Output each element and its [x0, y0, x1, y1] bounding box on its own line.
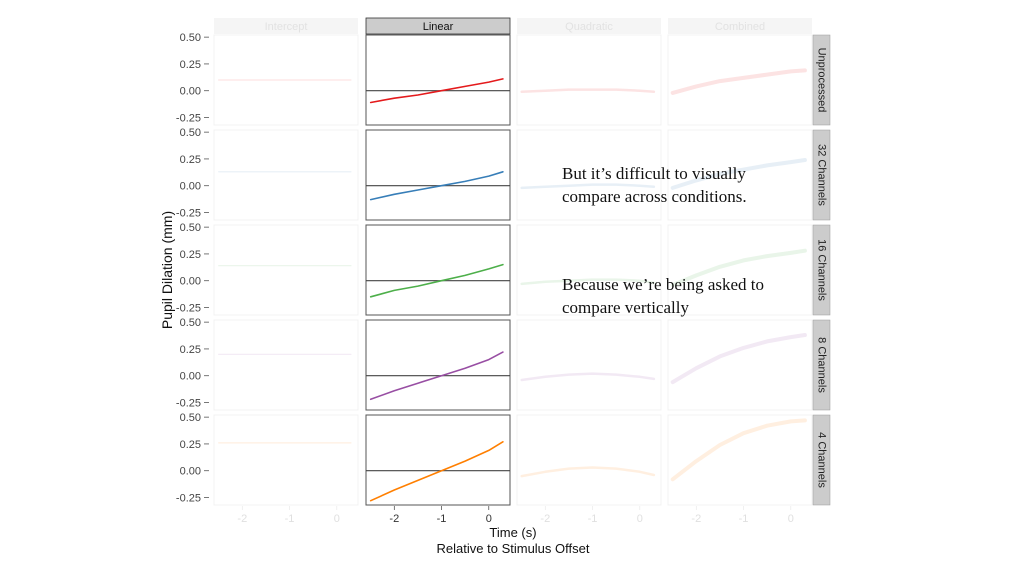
strip-label-quadratic: Quadratic: [565, 21, 613, 33]
series-unprocessed-combined: [670, 68, 807, 95]
x-tick-label-intercept-0: -2: [237, 513, 247, 525]
strip-combined: [668, 18, 812, 34]
y-tick-label-8-channels-0: 0.50: [180, 317, 201, 329]
panel-8-channels-linear: [365, 319, 511, 411]
row-strip-16-channels: [812, 224, 831, 316]
x-tick-label-intercept-1: -1: [285, 513, 295, 525]
panel-16-channels-linear: [365, 224, 511, 316]
y-tick-label-32-channels-0: 0.50: [180, 127, 201, 139]
panel-8-channels-intercept: [213, 319, 359, 411]
strip-intercept: [214, 18, 358, 34]
x-tick-label-quadratic-0: -2: [540, 513, 550, 525]
series-unprocessed-quadratic: [520, 88, 656, 94]
series-16-channels-quadratic: [520, 278, 656, 286]
x-tick-label-combined-2: 0: [788, 513, 794, 525]
y-tick-label-unprocessed-2: 0.00: [180, 86, 201, 98]
series-4-channels-quadratic: [520, 466, 656, 478]
panel-4-channels-combined: [667, 414, 813, 506]
strip-label-linear: Linear: [423, 21, 454, 33]
strip-linear: [365, 17, 511, 35]
panel-32-channels-linear: [365, 129, 511, 221]
y-tick-label-32-channels-3: -0.25: [176, 208, 201, 220]
y-tick-label-unprocessed-1: 0.25: [180, 59, 201, 71]
panel-8-channels-quadratic: [516, 319, 662, 411]
series-16-channels-linear: [369, 263, 504, 298]
y-tick-label-8-channels-2: 0.00: [180, 371, 201, 383]
x-axis-title: Time (s): [489, 525, 536, 540]
series-8-channels-combined: [670, 333, 807, 385]
panel-unprocessed-linear: [365, 34, 511, 126]
row-strip-8-channels: [812, 319, 831, 411]
x-axis-subtitle: Relative to Stimulus Offset: [437, 541, 590, 556]
y-axis-title: Pupil Dilation (mm): [159, 211, 175, 329]
row-strip-4-channels: [812, 414, 831, 506]
panel-4-channels-quadratic: [516, 414, 662, 506]
strip-label-intercept: Intercept: [265, 21, 308, 33]
y-tick-label-unprocessed-3: -0.25: [176, 113, 201, 125]
series-32-channels-quadratic: [520, 183, 656, 190]
y-tick-label-4-channels-2: 0.00: [180, 466, 201, 478]
series-4-channels-linear: [369, 440, 504, 502]
y-tick-label-16-channels-0: 0.50: [180, 222, 201, 234]
series-4-channels-combined: [670, 418, 807, 482]
panel-16-channels-quadratic: [516, 224, 662, 316]
row-strip-unprocessed: [812, 34, 831, 126]
y-tick-label-16-channels-2: 0.00: [180, 276, 201, 288]
panel-unprocessed-combined: [667, 34, 813, 126]
row-strip-label-4-channels: 4 Channels: [816, 432, 828, 488]
y-tick-label-4-channels-3: -0.25: [176, 493, 201, 505]
row-strip-label-8-channels: 8 Channels: [816, 337, 828, 393]
y-tick-label-8-channels-1: 0.25: [180, 344, 201, 356]
panel-32-channels-quadratic: [516, 129, 662, 221]
panel-16-channels-combined: [667, 224, 813, 316]
strip-label-combined: Combined: [715, 21, 765, 33]
x-tick-label-linear-0: -2: [389, 513, 399, 525]
y-tick-label-32-channels-1: 0.25: [180, 154, 201, 166]
y-tick-label-8-channels-3: -0.25: [176, 398, 201, 410]
annotation-compare-vertically: Because we’re being asked to compare ver…: [562, 275, 765, 317]
y-tick-label-16-channels-3: -0.25: [176, 303, 201, 315]
annotation-difficult-to-compare: But it’s difficult to visually compare a…: [562, 164, 747, 206]
panel-4-channels-intercept: [213, 414, 359, 506]
series-unprocessed-linear: [369, 78, 504, 104]
row-strip-label-32-channels: 32 Channels: [816, 144, 828, 206]
series-16-channels-combined: [670, 248, 807, 287]
panel-32-channels-intercept: [213, 129, 359, 221]
x-tick-label-intercept-2: 0: [334, 513, 340, 525]
panel-unprocessed-quadratic: [516, 34, 662, 126]
x-tick-label-linear-2: 0: [486, 513, 492, 525]
strip-quadratic: [517, 18, 661, 34]
y-tick-label-32-channels-2: 0.00: [180, 181, 201, 193]
panel-32-channels-combined: [667, 129, 813, 221]
panel-8-channels-combined: [667, 319, 813, 411]
x-tick-label-quadratic-1: -1: [588, 513, 598, 525]
series-32-channels-combined: [670, 158, 807, 190]
x-tick-label-quadratic-2: 0: [637, 513, 643, 525]
panel-16-channels-intercept: [213, 224, 359, 316]
y-tick-label-16-channels-1: 0.25: [180, 249, 201, 261]
x-tick-label-combined-0: -2: [691, 513, 701, 525]
series-32-channels-linear: [369, 171, 504, 201]
row-strip-32-channels: [812, 129, 831, 221]
y-tick-label-4-channels-1: 0.25: [180, 439, 201, 451]
x-tick-label-combined-1: -1: [739, 513, 749, 525]
series-8-channels-quadratic: [520, 372, 656, 382]
y-tick-label-4-channels-0: 0.50: [180, 412, 201, 424]
panel-4-channels-linear: [365, 414, 511, 506]
row-strip-label-unprocessed: Unprocessed: [816, 48, 828, 113]
panel-unprocessed-intercept: [213, 34, 359, 126]
y-tick-label-unprocessed-0: 0.50: [180, 32, 201, 44]
x-tick-label-linear-1: -1: [437, 513, 447, 525]
series-8-channels-linear: [369, 351, 504, 401]
row-strip-label-16-channels: 16 Channels: [816, 239, 828, 301]
